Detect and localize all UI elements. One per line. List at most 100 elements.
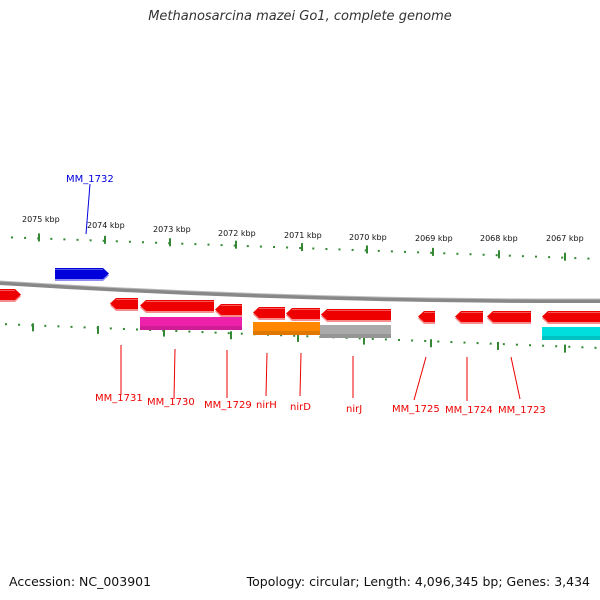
ruler-minor-tick (136, 328, 138, 331)
ruler-minor-tick (581, 346, 584, 349)
ruler-tick-label: 2071 kbp (284, 231, 322, 240)
ruler-major-tick (432, 247, 434, 256)
ruler-minor-tick (115, 240, 118, 243)
ruler-minor-tick (286, 246, 289, 249)
ruler-minor-tick (515, 343, 518, 346)
feature-band[interactable] (140, 317, 242, 330)
gene-arrow-nird[interactable] (286, 308, 320, 321)
ruler-minor-tick (456, 252, 459, 255)
ruler-minor-tick (482, 253, 485, 256)
ruler-minor-tick (338, 248, 341, 251)
ruler-minor-tick (489, 342, 492, 345)
ruler-minor-tick (325, 247, 328, 250)
ruler-minor-tick (469, 253, 472, 256)
ruler-major-tick (104, 235, 106, 244)
gene-label-mm-1723[interactable]: MM_1723 (498, 405, 546, 416)
ruler-minor-tick (293, 334, 296, 337)
ruler-minor-tick (227, 332, 230, 335)
genome-info-text: Topology: circular; Length: 4,096,345 bp… (246, 574, 590, 589)
gene-arrow-nirj[interactable] (321, 309, 391, 322)
ruler-minor-tick (404, 250, 406, 253)
ruler-minor-tick (411, 339, 414, 342)
gene-label-mm-1730[interactable]: MM_1730 (147, 397, 195, 408)
ruler-minor-tick (128, 240, 131, 243)
ruler-minor-tick (377, 249, 380, 252)
ruler-minor-tick (437, 340, 440, 343)
ruler-major-tick (297, 333, 299, 342)
ruler-major-tick (32, 323, 34, 332)
genome-backbone-highlight (0, 280, 600, 300)
gene-arrow-mm-1731[interactable] (110, 298, 138, 311)
gene-label-mm-1731[interactable]: MM_1731 (95, 393, 143, 404)
genome-backbone (0, 281, 600, 304)
feature-band[interactable] (320, 325, 391, 338)
ruler-minor-tick (306, 335, 309, 338)
gene-arrow-unlabeled[interactable] (542, 311, 600, 324)
gene-arrow-mm-1725[interactable] (418, 311, 435, 324)
gene-label-leader (413, 356, 427, 401)
gene-label-mm-1724[interactable]: MM_1724 (445, 405, 493, 416)
page-title: Methanosarcina mazei Go1, complete genom… (148, 9, 452, 24)
ruler-tick-label: 2068 kbp (480, 234, 518, 243)
ruler-minor-tick (587, 257, 590, 260)
gene-label-leaders (85, 183, 521, 401)
ruler-minor-tick (299, 247, 302, 250)
ruler-minor-tick (358, 337, 361, 340)
gene-label-nirj[interactable]: nirJ (346, 404, 362, 415)
ruler-minor-tick (89, 239, 92, 242)
gene-label-nird[interactable]: nirD (290, 402, 311, 413)
ruler-tick-label: 2075 kbp (22, 215, 60, 224)
ruler-minor-tick (535, 255, 537, 258)
gene-label-mm-1725[interactable]: MM_1725 (392, 404, 440, 415)
ruler-minor-tick (220, 244, 223, 247)
ruler-minor-tick (561, 256, 564, 259)
ruler-minor-tick (76, 238, 79, 241)
gene-arrow-mm-1729[interactable] (215, 304, 242, 317)
ruler-major-tick (38, 233, 40, 242)
ruler-tick-label: 2070 kbp (349, 233, 387, 242)
gene-arrow-mm-1723[interactable] (487, 311, 531, 324)
gene-arrow-mm-1732[interactable] (55, 268, 109, 281)
gene-arrow-unlabeled[interactable] (0, 289, 21, 302)
ruler-minor-tick (181, 242, 184, 245)
gene-arrow-mm-1724[interactable] (455, 311, 483, 324)
ruler-minor-tick (214, 331, 217, 334)
ruler-minor-tick (83, 326, 86, 329)
ruler-tick-label: 2069 kbp (415, 234, 453, 243)
ruler-minor-tick (246, 245, 249, 248)
ruler-major-tick (230, 331, 232, 340)
gene-label-leader (85, 183, 91, 235)
ruler-minor-tick (351, 248, 354, 251)
ruler-minor-tick (149, 329, 152, 332)
ruler-minor-tick (50, 237, 53, 240)
ruler-minor-tick (109, 327, 112, 330)
ruler-minor-tick (142, 241, 144, 244)
ruler-minor-tick (233, 244, 236, 247)
ruler-minor-tick (502, 343, 505, 346)
feature-band[interactable] (253, 322, 320, 335)
ruler-major-tick (363, 336, 365, 345)
ruler-minor-tick (5, 323, 7, 326)
gene-arrow-nirh[interactable] (253, 307, 285, 320)
gene-labels: MM_1732 MM_1731 MM_1730 MM_1729 nirH nirD nirJ… (66, 174, 546, 416)
gene-label-mm-1729[interactable]: MM_1729 (204, 400, 252, 411)
gene-arrow-mm-1730[interactable] (140, 300, 214, 313)
ruler-minor-tick (542, 344, 545, 347)
ruler-minor-tick (529, 344, 531, 347)
ruler-minor-tick (194, 243, 197, 246)
ruler-minor-tick (450, 341, 453, 344)
ruler-minor-tick (521, 255, 524, 258)
ruler-tick-label: 2074 kbp (87, 221, 125, 230)
feature-band[interactable] (542, 327, 600, 340)
ruler-minor-tick (398, 338, 400, 341)
ruler-minor-tick (70, 325, 73, 328)
ruler-minor-tick (371, 337, 374, 340)
ruler-minor-tick (443, 252, 446, 255)
ruler-minor-tick (495, 254, 498, 257)
ruler-minor-tick (259, 245, 262, 248)
gene-label-mm-1732[interactable]: MM_1732 (66, 174, 114, 185)
ruler-minor-tick (555, 345, 558, 348)
ruler-minor-tick (24, 236, 27, 239)
gene-label-nirh[interactable]: nirH (256, 400, 277, 411)
ruler-tick-label: 2073 kbp (153, 225, 191, 234)
